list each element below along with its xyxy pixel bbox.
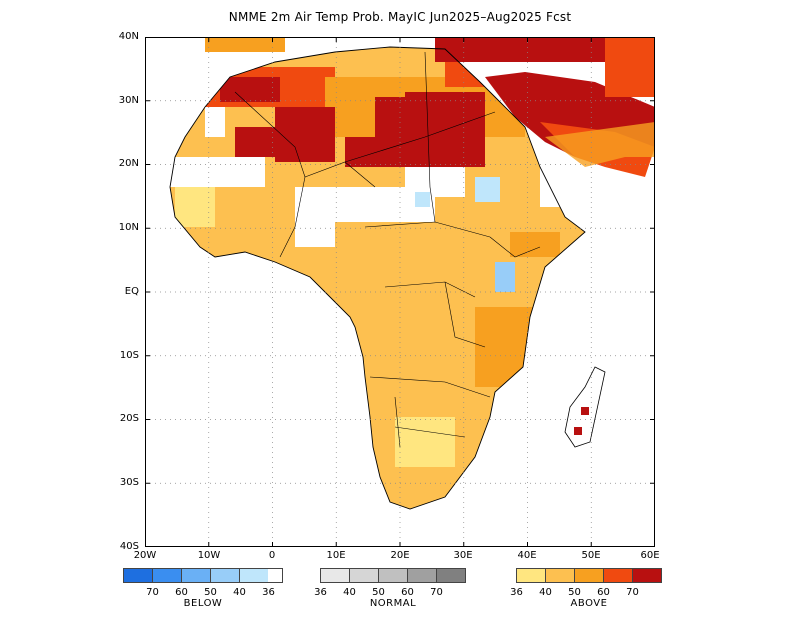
legend-value: 40 bbox=[233, 587, 246, 598]
legend-value: 36 bbox=[262, 587, 275, 598]
lat-label: 20N bbox=[118, 158, 139, 169]
map-title: NMME 2m Air Temp Prob. MayIC Jun2025–Aug… bbox=[228, 10, 572, 24]
legend-swatch bbox=[517, 569, 546, 582]
legend-swatch bbox=[321, 569, 350, 582]
legend-swatch bbox=[211, 569, 240, 582]
legend-swatch bbox=[546, 569, 575, 582]
lon-label: 0 bbox=[268, 550, 276, 561]
lat-label: 10N bbox=[118, 222, 139, 233]
legend-value: 50 bbox=[372, 587, 385, 598]
lon-label: 60E bbox=[640, 550, 660, 561]
legend-value: 60 bbox=[597, 587, 610, 598]
legend-swatch bbox=[633, 569, 661, 582]
lat-label: EQ bbox=[124, 286, 139, 297]
legend-swatch bbox=[153, 569, 182, 582]
legend-value: 70 bbox=[430, 587, 443, 598]
lon-label: 20W bbox=[133, 550, 157, 561]
legend-swatch bbox=[575, 569, 604, 582]
lat-label: 20S bbox=[119, 413, 139, 424]
legend-below: 70 60 50 40 36 BELOW bbox=[123, 568, 283, 609]
legend-caption-below: BELOW bbox=[183, 598, 223, 609]
legend-value: 36 bbox=[510, 587, 523, 598]
legend-swatch bbox=[240, 569, 268, 582]
lat-label: 30N bbox=[118, 95, 139, 106]
legend-swatch bbox=[604, 569, 633, 582]
legend-swatch bbox=[124, 569, 153, 582]
lon-label: 10E bbox=[326, 550, 346, 561]
lon-label: 20E bbox=[390, 550, 410, 561]
legend-swatch bbox=[182, 569, 211, 582]
lat-label: 40N bbox=[118, 31, 139, 42]
lat-label: 40S bbox=[119, 541, 139, 552]
legend-above: 36 40 50 60 70 ABOVE bbox=[510, 568, 662, 609]
legend-swatch bbox=[408, 569, 437, 582]
legend-value: 70 bbox=[146, 587, 159, 598]
lon-label: 40E bbox=[517, 550, 537, 561]
legend-value: 50 bbox=[204, 587, 217, 598]
legend-swatch bbox=[379, 569, 408, 582]
lon-label: 30E bbox=[453, 550, 473, 561]
legend-normal: 36 40 50 60 70 NORMAL bbox=[314, 568, 466, 609]
legend-caption-normal: NORMAL bbox=[369, 598, 417, 609]
legend-swatch bbox=[350, 569, 379, 582]
legend-caption-above: ABOVE bbox=[570, 598, 608, 609]
legend-value: 60 bbox=[175, 587, 188, 598]
lon-label: 10W bbox=[197, 550, 221, 561]
legend-value: 60 bbox=[401, 587, 414, 598]
lat-label: 30S bbox=[119, 477, 139, 488]
legend-value: 40 bbox=[539, 587, 552, 598]
legend-swatch bbox=[437, 569, 465, 582]
lat-label: 10S bbox=[119, 350, 139, 361]
legend-value: 50 bbox=[568, 587, 581, 598]
legend-value: 40 bbox=[343, 587, 356, 598]
legend-value: 70 bbox=[626, 587, 639, 598]
forecast-map bbox=[145, 37, 655, 547]
legend-value: 36 bbox=[314, 587, 327, 598]
lon-label: 50E bbox=[581, 550, 601, 561]
